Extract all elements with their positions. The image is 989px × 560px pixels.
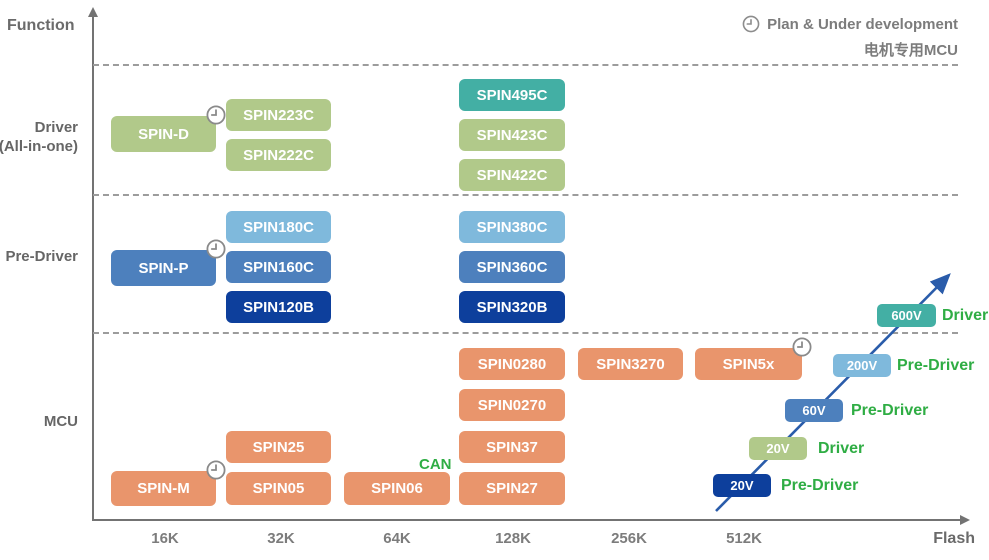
product-spin495c: SPIN495C [459,79,565,111]
clock-icon [206,239,226,259]
y-axis-title: Function [7,17,75,34]
x-tick-64k: 64K [383,530,411,547]
row-label-driver-line1: Driver [34,119,78,136]
product-spin222c: SPIN222C [226,139,331,171]
product-label: SPIN-D [138,125,189,143]
x-tick-512k: 512K [726,530,762,547]
can-tag: CAN [419,456,452,473]
voltage-type-label: Pre-Driver [897,356,975,374]
voltage-chip-600v-driver: 600V [877,304,936,327]
product-spin-p: SPIN-P [111,239,226,286]
voltage-type-label: Driver [942,306,989,324]
product-label: SPIN320B [476,298,548,316]
product-spin0280: SPIN0280 [459,348,565,380]
x-axis-line [92,519,962,521]
voltage-label: 20V [730,478,754,493]
product-label: SPIN5x [722,355,775,373]
voltage-label: 600V [891,308,922,323]
voltage-type-label: Pre-Driver [851,401,929,419]
voltage-chip-200v-pre-driver: 200V [833,354,891,377]
clock-icon [206,460,226,480]
product-label: SPIN423C [476,126,548,144]
clock-icon [792,337,812,357]
product-spin120b: SPIN120B [226,291,331,323]
product-spin-d: SPIN-D [111,105,226,152]
row-label-driver-line2: (All-in-one) [0,138,78,155]
x-tick-128k: 128K [495,530,531,547]
product-label: SPIN25 [252,438,305,456]
product-label: SPIN380C [476,218,548,236]
product-label: SPIN222C [243,146,314,164]
legend: Plan & Under development [742,15,958,33]
voltage-label: 60V [802,403,826,418]
voltage-type-label: Driver [818,439,865,457]
voltage-label: 20V [766,441,790,456]
product-label: SPIN06 [371,480,423,497]
product-label: SPIN360C [476,258,548,276]
product-spin37: SPIN37 [459,431,565,463]
product-spin06: SPIN06 [344,472,450,505]
product-label: SPIN05 [252,480,305,497]
product-spin360c: SPIN360C [459,251,565,283]
voltage-chip-60v-pre-driver: 60V [785,399,843,422]
product-spin-m: SPIN-M [111,460,226,506]
product-spin05: SPIN05 [226,472,331,505]
product-label: SPIN3270 [596,355,665,373]
row-label-pre-driver: Pre-Driver [5,248,78,265]
product-label: SPIN0270 [477,396,547,414]
product-label: SPIN27 [486,480,538,497]
voltage-label: 200V [846,358,878,373]
x-axis-title: Flash [933,530,975,547]
clock-icon [742,15,760,33]
product-label: SPIN-M [137,480,190,497]
x-axis-arrowhead-icon [960,515,970,525]
product-label: SPIN223C [243,106,314,124]
product-spin25: SPIN25 [226,431,331,463]
product-label: SPIN37 [486,438,538,456]
product-spin3270: SPIN3270 [578,348,683,380]
product-label: SPIN160C [243,258,314,276]
product-spin180c: SPIN180C [226,211,331,243]
voltage-type-label: Pre-Driver [781,476,859,494]
product-label: SPIN495C [476,86,548,104]
product-label: SPIN120B [243,298,314,316]
row-label-mcu: MCU [43,413,78,430]
product-label: SPIN0280 [477,355,547,373]
row-divider-middle [93,194,958,196]
product-spin0270: SPIN0270 [459,389,565,421]
y-axis-arrowhead-icon [88,7,98,17]
row-divider-bottom [93,332,958,334]
product-label: SPIN422C [476,166,548,184]
voltage-chip-20v-pre-driver: 20V [713,474,771,497]
x-tick-32k: 32K [267,530,295,547]
row-label-driver: Driver (All-in-one) [0,118,78,156]
y-axis-line [92,16,94,521]
x-tick-16k: 16K [151,530,179,547]
x-tick-256k: 256K [611,530,647,547]
legend-subtitle: 电机专用MCU [863,42,958,59]
row-divider-top [93,64,958,66]
product-spin422c: SPIN422C [459,159,565,191]
product-spin160c: SPIN160C [226,251,331,283]
product-label: SPIN-P [138,259,189,277]
voltage-chip-20v-driver: 20V [749,437,807,460]
product-spin223c: SPIN223C [226,99,331,131]
product-spin320b: SPIN320B [459,291,565,323]
legend-planned-label: Plan & Under development [767,15,958,33]
product-spin380c: SPIN380C [459,211,565,243]
product-spin27: SPIN27 [459,472,565,505]
product-spin5x: SPIN5x [695,337,812,380]
product-spin423c: SPIN423C [459,119,565,151]
product-label: SPIN180C [243,218,314,236]
clock-icon [206,105,226,125]
